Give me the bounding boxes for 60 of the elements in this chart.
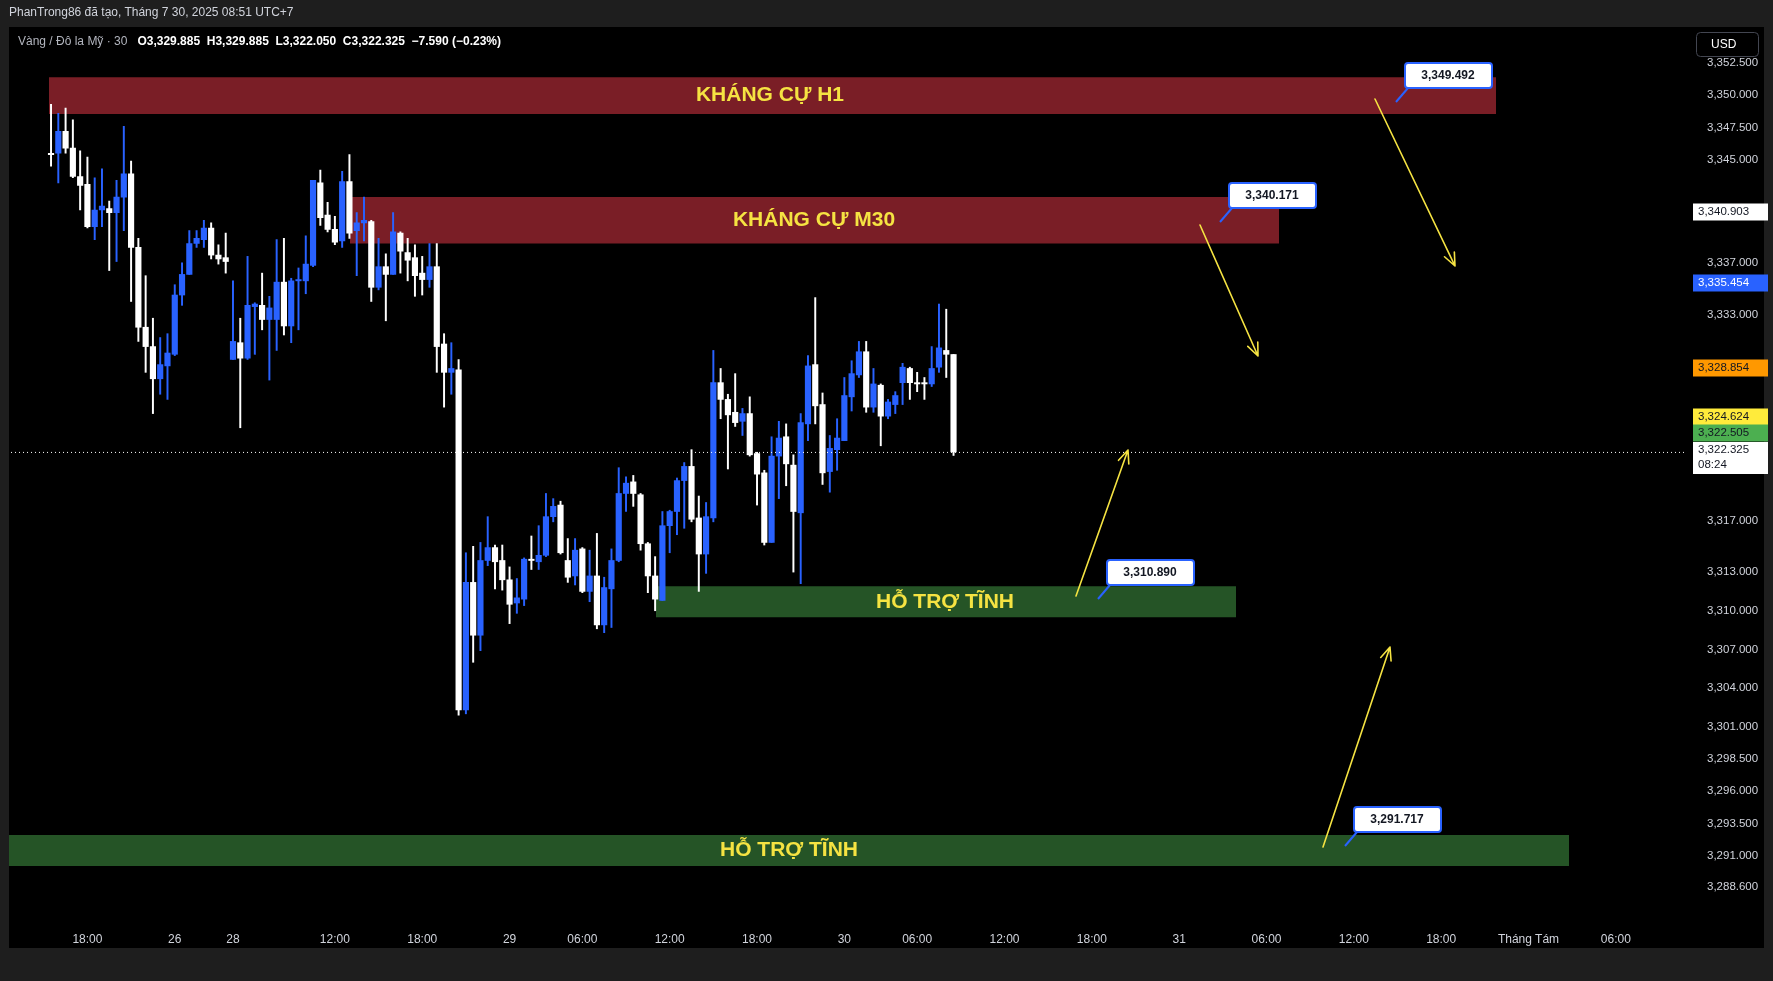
x-tick-label: 18:00 bbox=[742, 931, 773, 946]
y-tick-label: 3,347.500 bbox=[1707, 120, 1759, 133]
annotation: 3,349.492 bbox=[1421, 68, 1476, 83]
y-tick-label: 3,307.000 bbox=[1707, 642, 1759, 655]
y-tick-label: 3,313.000 bbox=[1707, 565, 1759, 578]
text: O3,329.885 H3,329.885 L3,322.050 C3,322.325 −7.590 (−0.23%) bbox=[137, 34, 501, 49]
y-tick-label: 3,352.500 bbox=[1707, 56, 1759, 69]
y-tick-label: 3,310.000 bbox=[1707, 603, 1759, 616]
x-tick-label: 28 bbox=[226, 931, 240, 946]
candlestick bbox=[353, 212, 360, 277]
annotation: 3,291.717 bbox=[1370, 812, 1425, 827]
x-tick-label: 18:00 bbox=[1076, 931, 1108, 946]
annotation: 3,340.171 bbox=[1245, 188, 1300, 203]
x-tick-label: 29 bbox=[502, 931, 517, 946]
x-tick-label: 18:00 bbox=[72, 931, 103, 946]
text: Vàng / Đô la Mỹ · 30 bbox=[18, 34, 128, 49]
y-tick-label: 3,337.000 bbox=[1707, 255, 1759, 268]
y-tick-label: 3,317.000 bbox=[1707, 513, 1759, 526]
x-tick-label: 06:00 bbox=[1251, 931, 1282, 946]
x-tick-label: 31 bbox=[1172, 931, 1187, 946]
x-tick-label: 12:00 bbox=[1338, 931, 1370, 946]
y-tick-label: 3,301.000 bbox=[1707, 719, 1759, 732]
ref-line-label: 3,322.325 08:24 bbox=[1698, 443, 1750, 471]
x-tick-label: 26 bbox=[168, 931, 182, 946]
y-tick-label: 3,288.600 bbox=[1707, 879, 1759, 892]
band-label: HỖ TRỢ TĨNH bbox=[719, 837, 859, 861]
x-tick-label: 12:00 bbox=[319, 931, 351, 946]
annotation: 3,310.890 bbox=[1123, 565, 1178, 580]
y-axis-title: USD bbox=[1711, 37, 1737, 52]
y-tick-label: 3,291.000 bbox=[1707, 848, 1759, 861]
candlestick bbox=[448, 342, 455, 395]
text: 3,340.903 bbox=[1698, 205, 1750, 218]
x-tick-label: 12:00 bbox=[654, 931, 686, 946]
x-tick-label: 18:00 bbox=[1426, 931, 1457, 946]
y-tick-label: 3,350.000 bbox=[1707, 88, 1759, 101]
y-tick-label: 3,293.500 bbox=[1707, 816, 1759, 829]
text: 3,324.624 bbox=[1698, 410, 1750, 423]
x-tick-label: 06:00 bbox=[567, 931, 598, 946]
text: PhanTrong86 đã tạo, Tháng 7 30, 2025 08:51 UTC+7 bbox=[9, 5, 294, 20]
candlestick bbox=[106, 200, 113, 271]
x-tick-label: 30 bbox=[837, 931, 852, 946]
text: 3,322.505 bbox=[1698, 426, 1750, 439]
y-tick-label: 3,345.000 bbox=[1707, 152, 1759, 165]
text: 3,328.854 bbox=[1698, 361, 1750, 374]
x-tick-label: 06:00 bbox=[1600, 931, 1632, 946]
candlestick bbox=[528, 535, 535, 570]
y-tick-label: 3,304.000 bbox=[1707, 681, 1759, 694]
text: 3,335.454 bbox=[1698, 276, 1750, 289]
x-tick-label: 12:00 bbox=[989, 931, 1020, 946]
x-tick-label: 06:00 bbox=[902, 931, 933, 946]
band-label: KHÁNG CỰ H1 bbox=[695, 82, 845, 106]
candlestick bbox=[47, 103, 55, 167]
candlestick bbox=[360, 196, 368, 242]
x-tick-label: Tháng Tám bbox=[1497, 931, 1560, 946]
y-tick-label: 3,296.000 bbox=[1707, 784, 1759, 797]
band-label: HỖ TRỢ TĨNH bbox=[875, 588, 1015, 612]
y-tick-label: 3,333.000 bbox=[1707, 307, 1759, 320]
band-label: KHÁNG CỰ M30 bbox=[732, 207, 896, 231]
y-tick-label: 3,298.500 bbox=[1707, 752, 1759, 765]
x-tick-label: 18:00 bbox=[407, 931, 438, 946]
